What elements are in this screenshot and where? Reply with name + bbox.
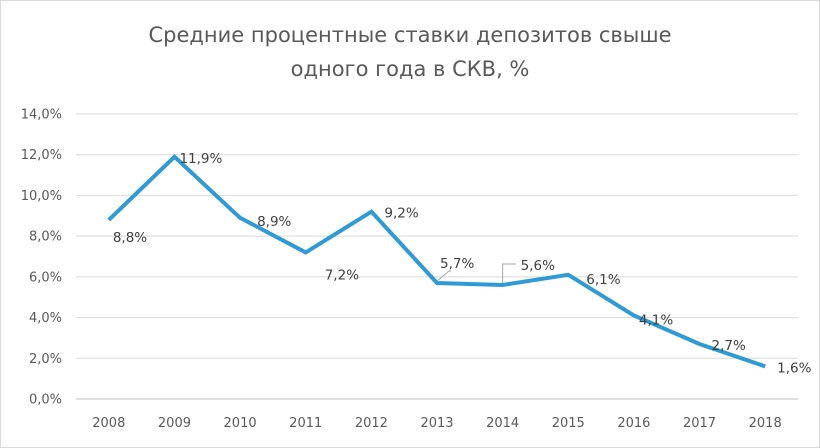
data-label: 5,7% [440,256,474,272]
data-label: 9,2% [384,206,418,222]
data-label: 8,8% [113,230,147,246]
y-tick-label: 10,0% [21,189,62,204]
x-tick-label: 2009 [158,416,191,431]
x-tick-label: 2010 [224,416,257,431]
y-tick-label: 0,0% [29,393,62,408]
gridlines [76,113,798,400]
x-tick-label: 2017 [683,416,716,431]
data-label: 7,2% [325,267,359,283]
data-label: 11,9% [179,151,222,167]
chart-title-line-1: Средние процентные ставки депозитов свыш… [148,23,672,47]
y-tick-label: 12,0% [21,148,62,163]
data-labels: 8,8% 11,9% 8,9% 7,2% 9,2% 5,7% 5,6% 6,1% 4,1% 2,7… [113,151,812,377]
data-label: 5,6% [521,258,555,274]
x-tick-label: 2014 [486,416,519,431]
x-tick-label: 2015 [552,416,585,431]
data-label: 6,1% [586,272,620,288]
x-tick-label: 2012 [355,416,388,431]
y-tick-label: 4,0% [29,311,62,326]
leader-line [502,263,516,283]
y-tick-label: 6,0% [29,270,62,285]
y-tick-label: 14,0% [21,108,62,123]
x-tick-label: 2013 [420,416,453,431]
data-label: 1,6% [777,360,811,376]
series-line-group [107,154,766,369]
series-line [107,154,766,369]
y-tick-label: 2,0% [29,352,62,367]
x-tick-label: 2016 [617,416,650,431]
data-label: 8,9% [257,214,291,230]
x-tick-label: 2008 [92,416,125,431]
chart-title-line-2: одного года в СКВ, % [290,57,530,81]
x-tick-label: 2018 [749,416,782,431]
data-label: 4,1% [639,313,673,329]
data-label: 2,7% [712,338,746,354]
data-label-leader-lines [436,263,516,283]
y-tick-label: 8,0% [29,230,62,245]
chart-title: Средние процентные ставки депозитов свыш… [0,18,820,86]
y-axis-tick-labels: 0,0% 2,0% 4,0% 6,0% 8,0% 10,0% 12,0% 14,0% [21,108,62,408]
leader-line [436,270,451,282]
x-axis-tick-labels: 2008 2009 2010 2011 2012 2013 2014 2015 2016 2017… [92,416,781,431]
x-tick-label: 2011 [289,416,322,431]
